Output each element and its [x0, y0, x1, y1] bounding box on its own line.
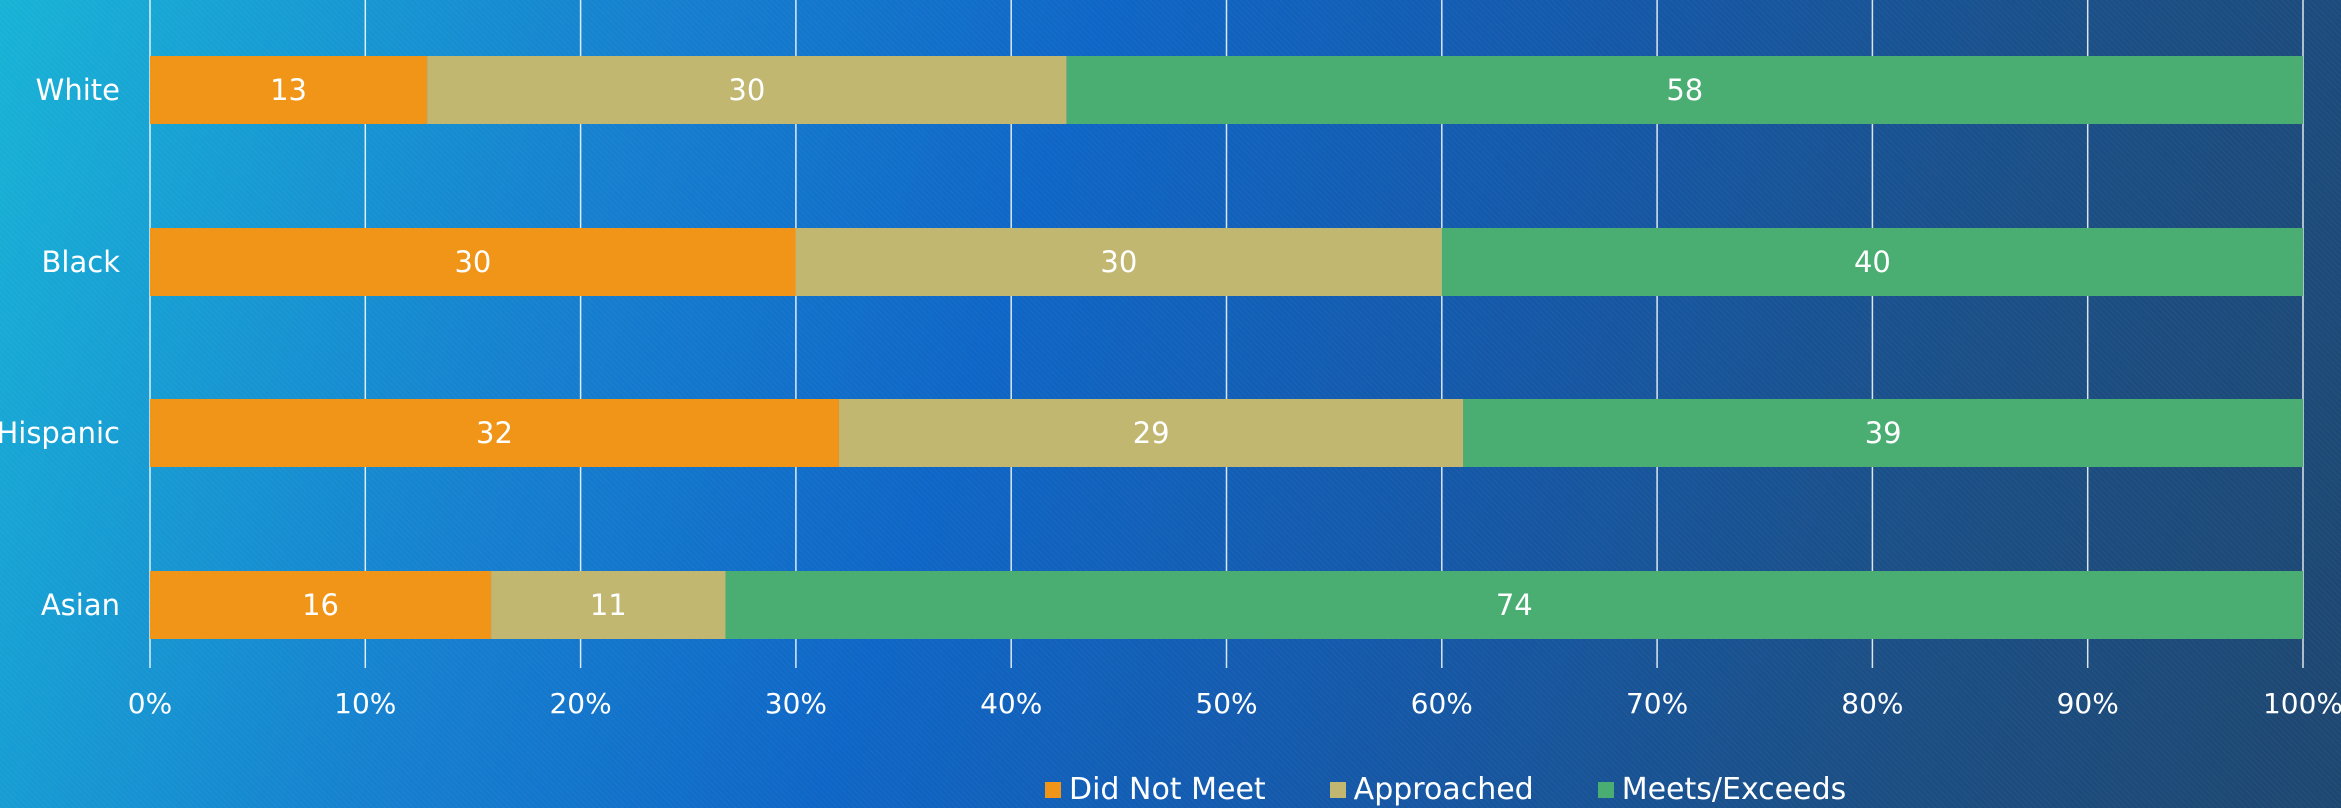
bar-segment-did-not-meet [150, 228, 796, 296]
legend-label: Approached [1353, 772, 1534, 807]
x-tick-label: 10% [334, 687, 396, 720]
x-tick-label: 100% [2263, 687, 2341, 720]
data-label: 74 [1496, 588, 1533, 622]
data-label: 11 [590, 588, 627, 622]
data-label: 30 [454, 245, 491, 279]
category-label: Hispanic [0, 416, 120, 450]
x-tick-label: 70% [1626, 687, 1688, 720]
x-tick-label: 90% [2057, 687, 2119, 720]
bar-segment-meets-exceeds [1441, 228, 2303, 296]
legend-item: Meets/Exceeds [1597, 772, 1847, 808]
data-label: 29 [1133, 416, 1170, 450]
data-label: 40 [1854, 245, 1891, 279]
x-tick-label: 80% [1841, 687, 1903, 720]
legend-swatch [1597, 782, 1614, 798]
legend-label: Did Not Meet [1069, 772, 1266, 807]
category-label: Black [42, 245, 121, 279]
legend-item: Approached [1329, 772, 1534, 808]
x-tick-label: 50% [1195, 687, 1257, 720]
chart-legend: Did Not Meet Approached Meets/Exceeds [1045, 772, 1910, 808]
bar-segment-did-not-meet [150, 56, 428, 124]
bar-segment-meets-exceeds [725, 571, 2303, 639]
legend-swatch [1329, 782, 1346, 798]
data-label: 58 [1666, 73, 1703, 107]
x-tick-label: 0% [128, 687, 172, 720]
data-label: 13 [270, 73, 307, 107]
x-tick-label: 40% [980, 687, 1042, 720]
x-tick-label: 20% [549, 687, 611, 720]
legend-label: Meets/Exceeds [1621, 772, 1847, 807]
data-label: 32 [476, 416, 513, 450]
data-label: 30 [728, 73, 765, 107]
bar-segment-approached [491, 571, 726, 639]
x-tick-label: 30% [765, 687, 827, 720]
legend-item: Did Not Meet [1045, 772, 1266, 808]
category-label: Asian [41, 588, 120, 622]
bar-segment-approached [838, 399, 1464, 467]
bar-segment-did-not-meet [150, 399, 839, 467]
bar-segment-approached [795, 228, 1442, 296]
data-label: 16 [302, 588, 339, 622]
bar-segment-approached [427, 56, 1067, 124]
legend-swatch [1045, 782, 1061, 798]
bar-segment-meets-exceeds [1066, 56, 2303, 124]
x-tick-label: 60% [1411, 687, 1473, 720]
bar-segment-did-not-meet [150, 571, 492, 639]
bar-segment-meets-exceeds [1463, 399, 2303, 467]
data-label: 30 [1100, 245, 1137, 279]
data-label: 39 [1865, 416, 1902, 450]
category-label: White [36, 73, 120, 107]
